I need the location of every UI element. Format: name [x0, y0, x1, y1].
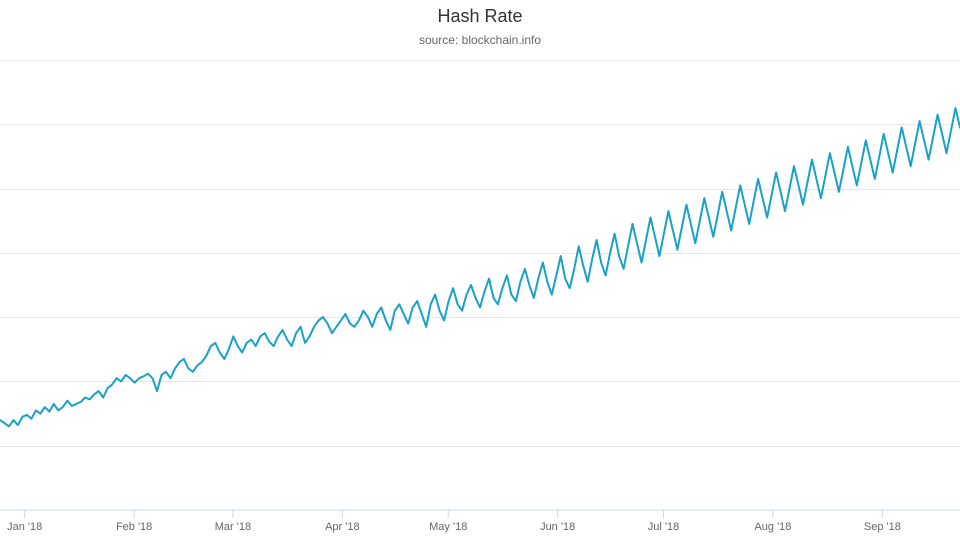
series-line-hash-rate: [0, 107, 960, 428]
x-tick-label: Jul '18: [648, 521, 679, 533]
x-tick-label: Aug '18: [754, 521, 791, 533]
x-tick-label: Mar '18: [215, 521, 251, 533]
chart-title: Hash Rate: [437, 6, 523, 26]
chart-subtitle: source: blockchain.info: [418, 33, 542, 47]
gridlines: [0, 60, 960, 447]
x-tick-label: May '18: [429, 521, 467, 533]
x-tick-label: Jan '18: [7, 521, 42, 533]
x-axis-ticks: Jan '18 Feb '18 Mar '18 Apr '18 May '18 Jun '…: [7, 510, 901, 533]
x-tick-label: Sep '18: [864, 521, 901, 533]
x-tick-label: Jun '18: [540, 521, 575, 533]
x-tick-label: Feb '18: [116, 521, 152, 533]
x-tick-label: Apr '18: [325, 521, 360, 533]
